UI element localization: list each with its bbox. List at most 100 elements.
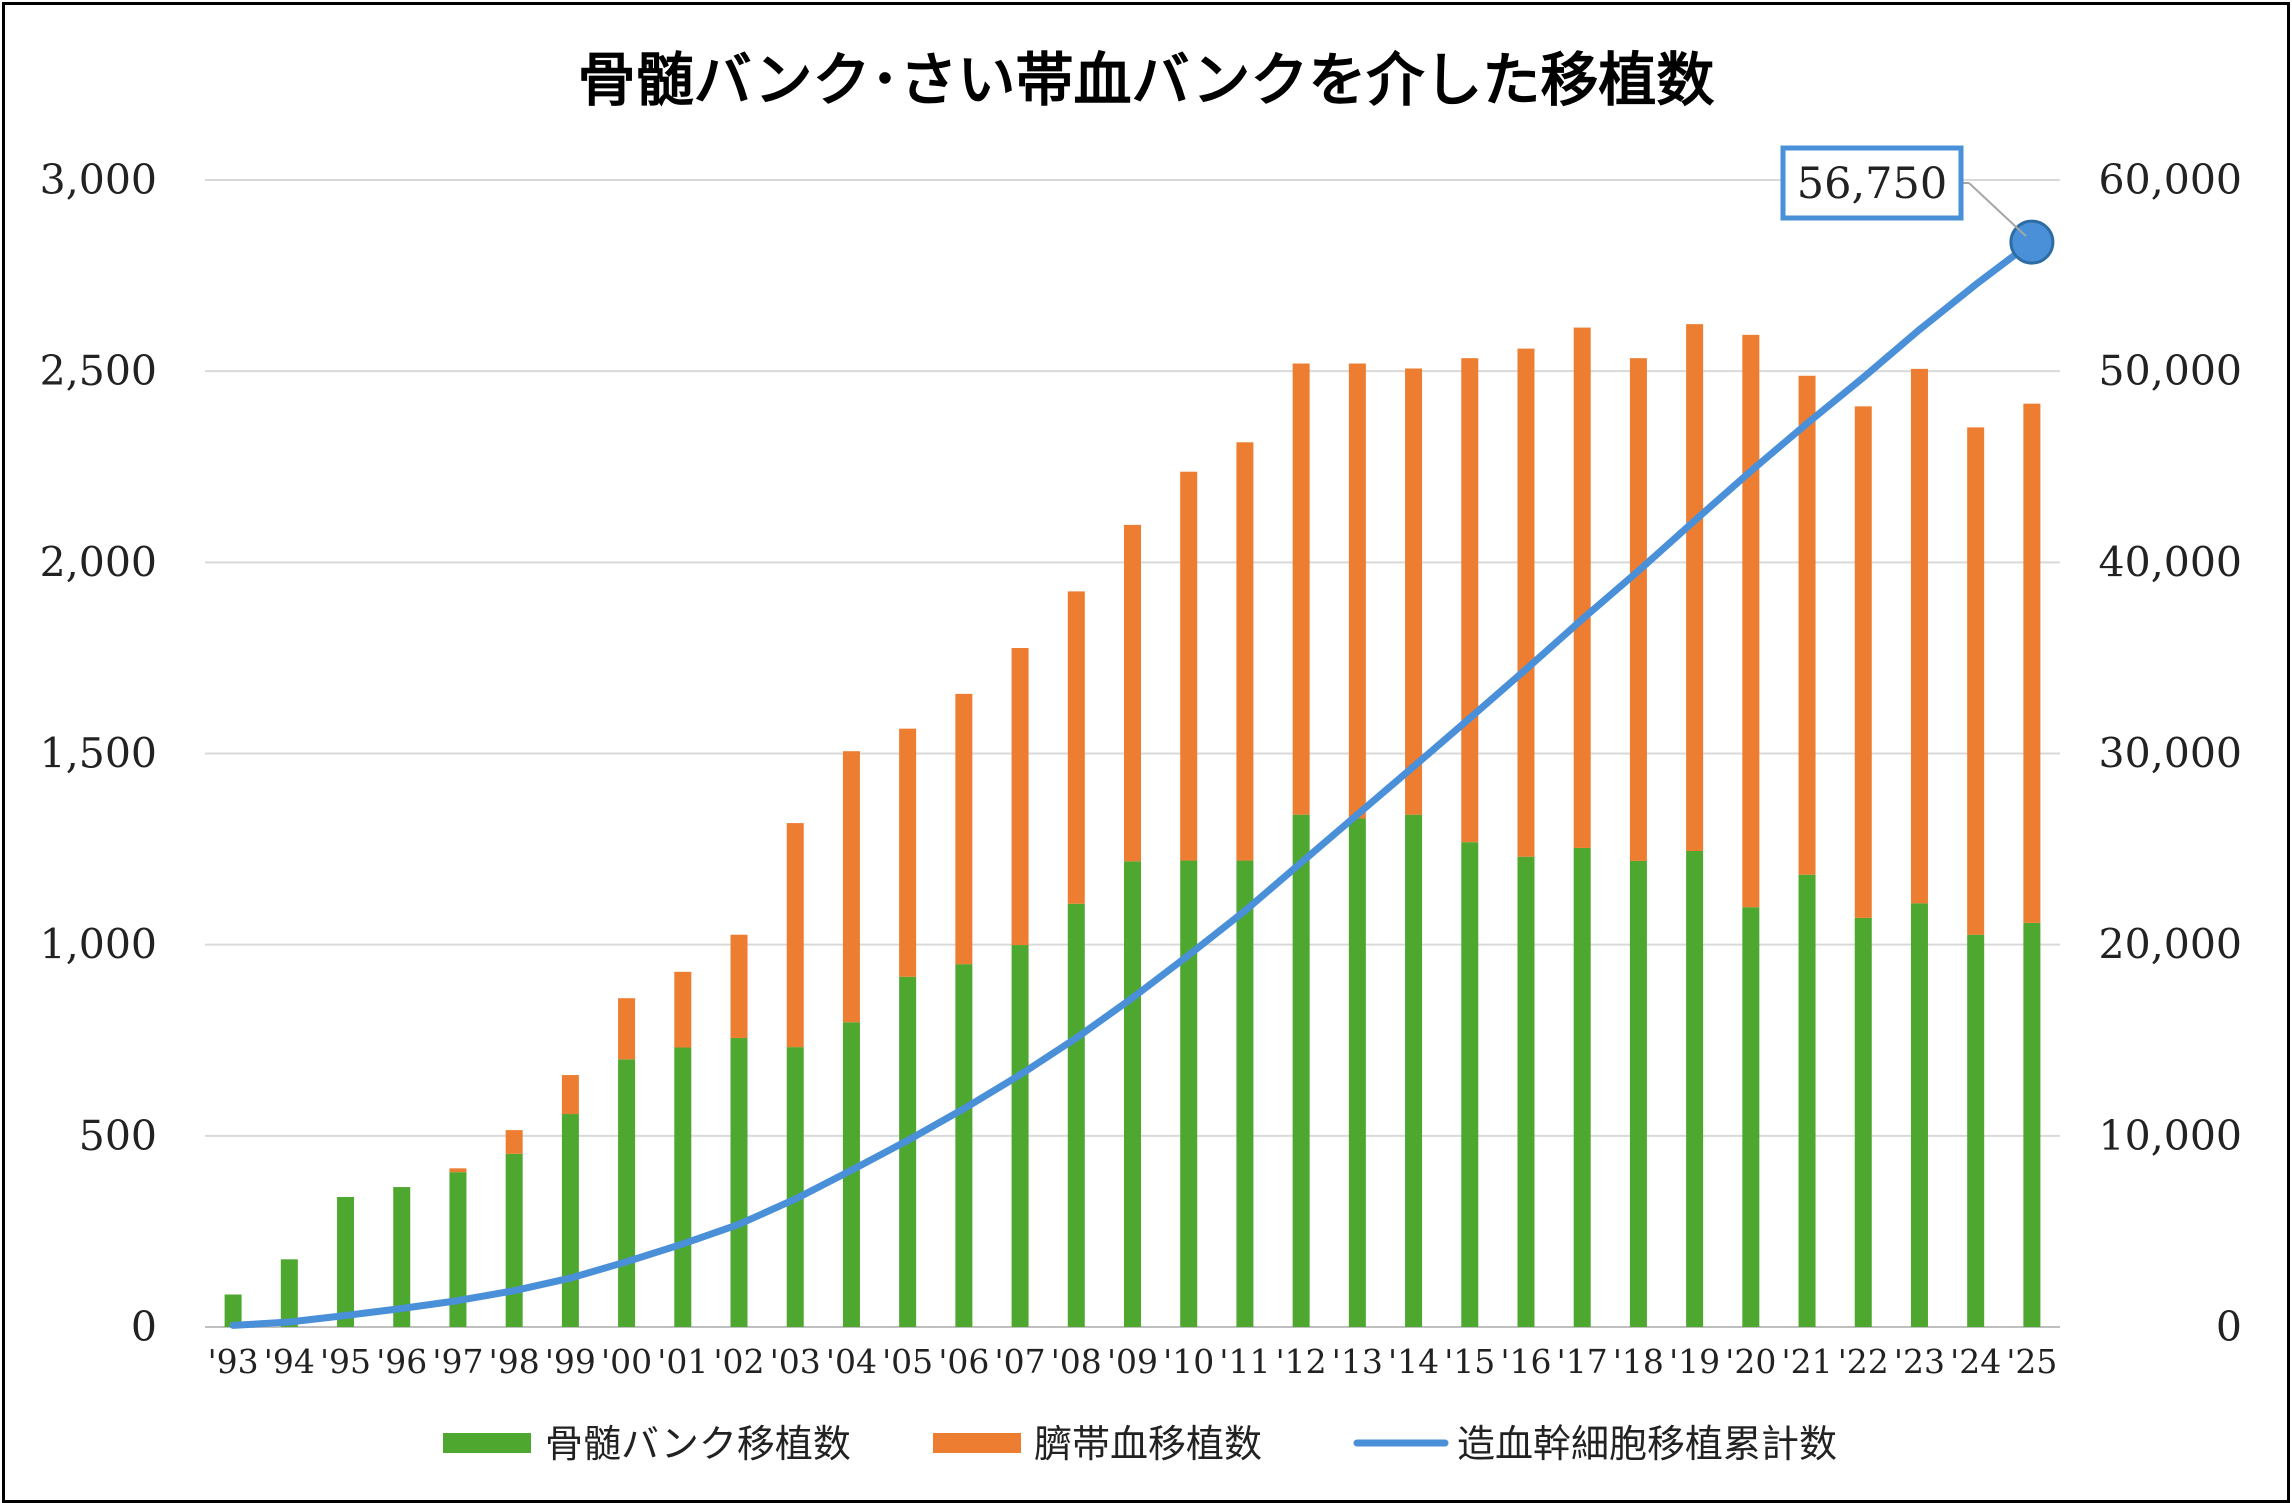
- x-axis-tick-label: '01: [657, 1342, 708, 1381]
- x-axis-tick-label: '99: [545, 1342, 596, 1381]
- bar-cord-blood: [505, 1130, 523, 1154]
- callout-value: 56,750: [1797, 159, 1947, 209]
- bar-bone-marrow: [1517, 856, 1535, 1327]
- bar-cord-blood: [1124, 524, 1141, 862]
- bar-bone-marrow: [505, 1153, 523, 1327]
- bar-cord-blood: [1629, 358, 1647, 861]
- x-axis-tick-label: '21: [1782, 1342, 1833, 1381]
- bar-cord-blood: [1854, 406, 1872, 918]
- x-axis-tick-label: '23: [1894, 1342, 1945, 1381]
- x-axis-tick-label: '00: [601, 1342, 652, 1381]
- x-axis-tick-label: '11: [1219, 1342, 1270, 1381]
- legend-swatch: [443, 1433, 531, 1453]
- x-axis-tick-label: '15: [1444, 1342, 1495, 1381]
- bar-bone-marrow: [1573, 847, 1591, 1327]
- x-axis-tick-label: '13: [1332, 1342, 1383, 1381]
- bar-cord-blood: [1011, 647, 1029, 946]
- bar-bone-marrow: [786, 1047, 804, 1327]
- cumulative-line-layer: [229, 219, 2055, 1329]
- x-axis-tick-label: '09: [1107, 1342, 1158, 1381]
- bar-bone-marrow: [1686, 850, 1704, 1327]
- bar-cord-blood: [2023, 403, 2041, 923]
- x-axis-tick-label: '25: [2006, 1342, 2057, 1381]
- bar-bone-marrow: [1067, 903, 1085, 1327]
- right-axis-tick-label: 0: [2216, 1303, 2242, 1351]
- x-axis-tick-label: '98: [489, 1342, 540, 1381]
- bar-cord-blood: [1517, 348, 1535, 857]
- x-axis-tick-label: '05: [882, 1342, 933, 1381]
- bar-cord-blood: [1236, 442, 1254, 861]
- right-axis-tick-label: 10,000: [2099, 1112, 2242, 1160]
- callout-leader: [1968, 182, 2027, 237]
- x-axis-tick-label: '22: [1838, 1342, 1889, 1381]
- chart-svg: 骨髄バンク･さい帯血バンクを介した移植数 0 500 1,000 1,500 2,000…: [40, 46, 2242, 1466]
- bar-cord-blood: [1348, 363, 1366, 819]
- cumulative-line: [229, 238, 2036, 1329]
- x-axis-tick-label: '07: [995, 1342, 1046, 1381]
- bar-cord-blood: [899, 728, 917, 977]
- bar-cord-blood: [955, 693, 973, 965]
- bar-bone-marrow: [561, 1114, 579, 1327]
- bar-cord-blood: [786, 823, 804, 1048]
- bar-bone-marrow: [337, 1197, 355, 1327]
- bar-bone-marrow: [1742, 907, 1760, 1327]
- x-axis-tick-label: '06: [938, 1342, 989, 1381]
- legend-swatch: [933, 1433, 1021, 1453]
- x-axis-tick-label: '12: [1276, 1342, 1327, 1381]
- bar-cord-blood: [1405, 368, 1423, 815]
- bar-bone-marrow: [393, 1187, 411, 1327]
- bar-bone-marrow: [1011, 945, 1029, 1327]
- x-axis-tick-label: '93: [208, 1342, 259, 1381]
- left-axis-tick-label: 2,500: [40, 347, 157, 395]
- bar-bone-marrow: [1910, 903, 1928, 1327]
- right-axis-tick-label: 40,000: [2099, 538, 2242, 586]
- x-axis-tick-label: '24: [1950, 1342, 2001, 1381]
- bar-bone-marrow: [1236, 860, 1254, 1327]
- right-axis-tick-label: 20,000: [2099, 921, 2242, 969]
- x-axis-tick-label: '95: [320, 1342, 371, 1381]
- bar-cord-blood: [1461, 358, 1479, 843]
- x-axis-tick-label: '18: [1613, 1342, 1664, 1381]
- right-axis-tick-label: 60,000: [2099, 156, 2242, 204]
- left-axis-tick-label: 1,000: [40, 921, 157, 969]
- bar-cord-blood: [618, 998, 636, 1060]
- bar-bone-marrow: [899, 976, 917, 1327]
- right-axis: 0 10,000 20,000 30,000 40,000 50,000 60,000: [2099, 156, 2242, 1351]
- x-axis-tick-label: '17: [1557, 1342, 1608, 1381]
- legend-label: 骨髄バンク移植数: [545, 1422, 851, 1466]
- bar-cord-blood: [730, 934, 748, 1038]
- bar-bone-marrow: [1629, 860, 1647, 1327]
- x-axis-tick-label: '97: [432, 1342, 483, 1381]
- bar-bone-marrow: [1292, 814, 1310, 1327]
- x-axis-tick-label: '16: [1500, 1342, 1551, 1381]
- bar-bone-marrow: [2023, 922, 2041, 1327]
- left-axis-tick-label: 1,500: [40, 730, 157, 778]
- bar-cord-blood: [842, 751, 860, 1023]
- bar-cord-blood: [1686, 324, 1704, 851]
- legend-label: 臍帯血移植数: [1034, 1422, 1262, 1466]
- bar-bone-marrow: [1854, 917, 1872, 1327]
- right-axis-tick-label: 30,000: [2099, 730, 2242, 778]
- left-axis-tick-label: 3,000: [40, 156, 157, 204]
- chart-title: 骨髄バンク･さい帯血バンクを介した移植数: [578, 46, 1715, 114]
- bar-bone-marrow: [1405, 814, 1423, 1327]
- x-axis-tick-label: '04: [826, 1342, 877, 1381]
- bar-cord-blood: [1910, 368, 1928, 904]
- bar-cord-blood: [1573, 327, 1591, 848]
- bar-bone-marrow: [842, 1022, 860, 1327]
- right-axis-tick-label: 50,000: [2099, 347, 2242, 395]
- bar-cord-blood: [1292, 363, 1310, 815]
- bar-bone-marrow: [1461, 842, 1479, 1327]
- x-axis-tick-label: '94: [264, 1342, 315, 1381]
- bar-bone-marrow: [1967, 934, 1985, 1327]
- x-axis-tick-label: '08: [1051, 1342, 1102, 1381]
- bar-cord-blood: [674, 971, 692, 1048]
- bar-cord-blood: [1180, 471, 1198, 861]
- bar-bone-marrow: [730, 1037, 748, 1327]
- bar-bone-marrow: [618, 1059, 636, 1327]
- bar-layer: [224, 324, 2041, 1327]
- bar-bone-marrow: [1180, 860, 1198, 1327]
- bar-bone-marrow: [449, 1172, 467, 1327]
- bar-cord-blood: [449, 1168, 467, 1173]
